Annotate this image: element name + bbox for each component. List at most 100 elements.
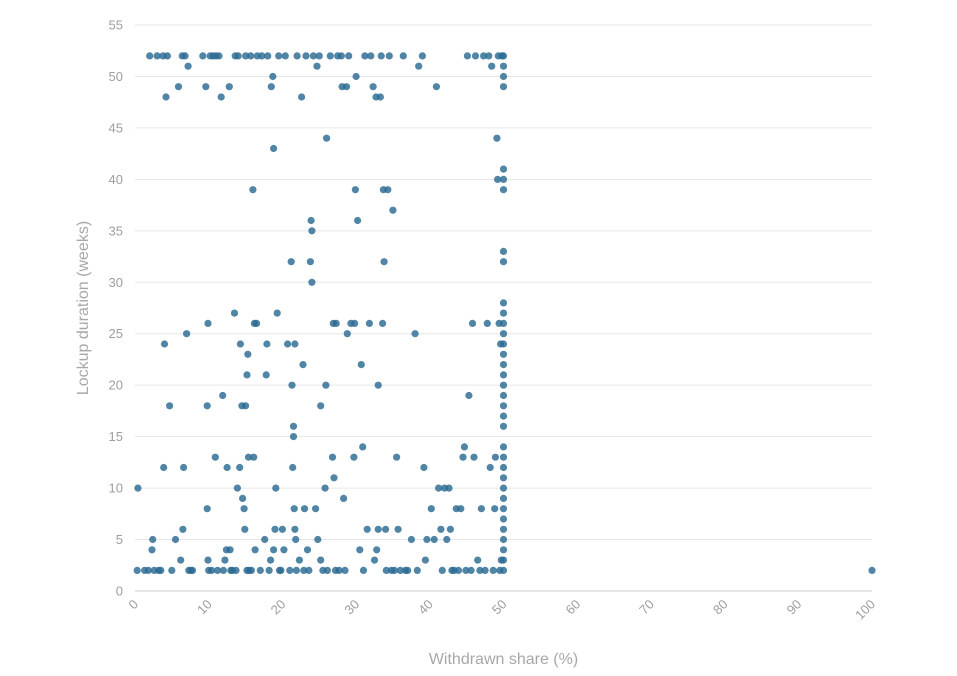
data-point (236, 463, 244, 472)
data-point (376, 93, 384, 101)
data-point (323, 134, 331, 142)
data-point (361, 52, 369, 60)
data-point (306, 258, 314, 266)
data-point (256, 566, 264, 575)
data-point (211, 453, 219, 461)
data-point (243, 371, 251, 379)
data-point (341, 566, 349, 575)
data-point (292, 535, 300, 544)
data-point (437, 525, 445, 533)
data-point (491, 453, 499, 461)
data-point (373, 546, 381, 554)
data-point (499, 350, 508, 358)
data-point (396, 566, 404, 575)
data-point (335, 566, 343, 575)
data-point (199, 52, 207, 60)
data-point (499, 443, 508, 451)
data-point (308, 278, 316, 286)
data-point (499, 330, 508, 338)
data-point (480, 52, 488, 60)
data-point (262, 371, 270, 379)
data-point (499, 175, 508, 183)
y-tick-label: 5 (116, 532, 123, 547)
data-point (219, 566, 227, 575)
data-point (499, 83, 508, 91)
data-point (438, 566, 446, 575)
data-point (242, 52, 250, 60)
data-point (272, 484, 280, 492)
x-tick-label: 30 (341, 597, 362, 618)
data-point (290, 505, 298, 513)
data-point (177, 556, 185, 564)
data-point (483, 319, 491, 327)
data-point (343, 330, 351, 338)
data-point (423, 535, 431, 544)
x-tick-label: 90 (784, 597, 805, 618)
data-point (261, 535, 269, 544)
data-point (219, 391, 227, 400)
data-point (379, 319, 387, 327)
data-point (499, 319, 508, 327)
data-point (265, 566, 273, 575)
data-point (317, 556, 325, 564)
data-point (168, 566, 176, 575)
data-point (494, 175, 502, 183)
data-point (258, 52, 266, 60)
data-point (367, 52, 375, 60)
data-point (463, 52, 471, 60)
data-point (133, 566, 141, 575)
data-point (491, 505, 499, 513)
data-point (413, 566, 421, 575)
data-point (293, 52, 301, 60)
data-point (315, 52, 323, 60)
data-point (202, 83, 210, 91)
y-tick-label: 30 (109, 275, 123, 290)
data-point (457, 505, 465, 513)
data-point (499, 165, 508, 173)
data-point (499, 361, 508, 369)
y-axis-title: Lockup duration (weeks) (75, 221, 92, 395)
data-point (427, 505, 435, 513)
data-point (499, 340, 508, 348)
data-point (499, 309, 508, 317)
data-point (499, 412, 508, 420)
data-point (250, 453, 258, 461)
data-point (270, 546, 278, 554)
data-point (188, 566, 197, 575)
data-point (263, 340, 271, 348)
data-point (369, 83, 377, 91)
data-point (868, 566, 876, 575)
data-point (157, 566, 165, 575)
data-point (232, 566, 240, 575)
data-point (460, 443, 468, 451)
data-point (499, 515, 508, 523)
data-point (477, 505, 485, 513)
data-point (462, 566, 470, 575)
data-point (322, 381, 330, 389)
data-point (326, 52, 334, 60)
data-point (242, 402, 250, 410)
data-point (499, 381, 508, 389)
data-point (298, 93, 306, 101)
data-point (307, 216, 315, 225)
data-point (499, 546, 508, 554)
y-tick-label: 45 (109, 120, 123, 135)
data-point (499, 453, 508, 461)
data-point (287, 258, 295, 266)
data-point (289, 463, 297, 472)
data-point (302, 52, 310, 60)
data-point (153, 52, 161, 60)
y-tick-label: 40 (109, 172, 123, 187)
data-point (499, 258, 508, 266)
data-point (251, 546, 259, 554)
data-point (303, 546, 312, 554)
data-point (359, 566, 368, 575)
data-point (454, 566, 463, 575)
data-point (312, 505, 320, 513)
y-tick-label: 25 (109, 326, 123, 341)
data-point (289, 433, 298, 441)
y-tick-label: 10 (109, 481, 123, 496)
data-point (149, 535, 157, 544)
data-point (499, 505, 508, 513)
y-tick-label: 55 (109, 18, 123, 33)
